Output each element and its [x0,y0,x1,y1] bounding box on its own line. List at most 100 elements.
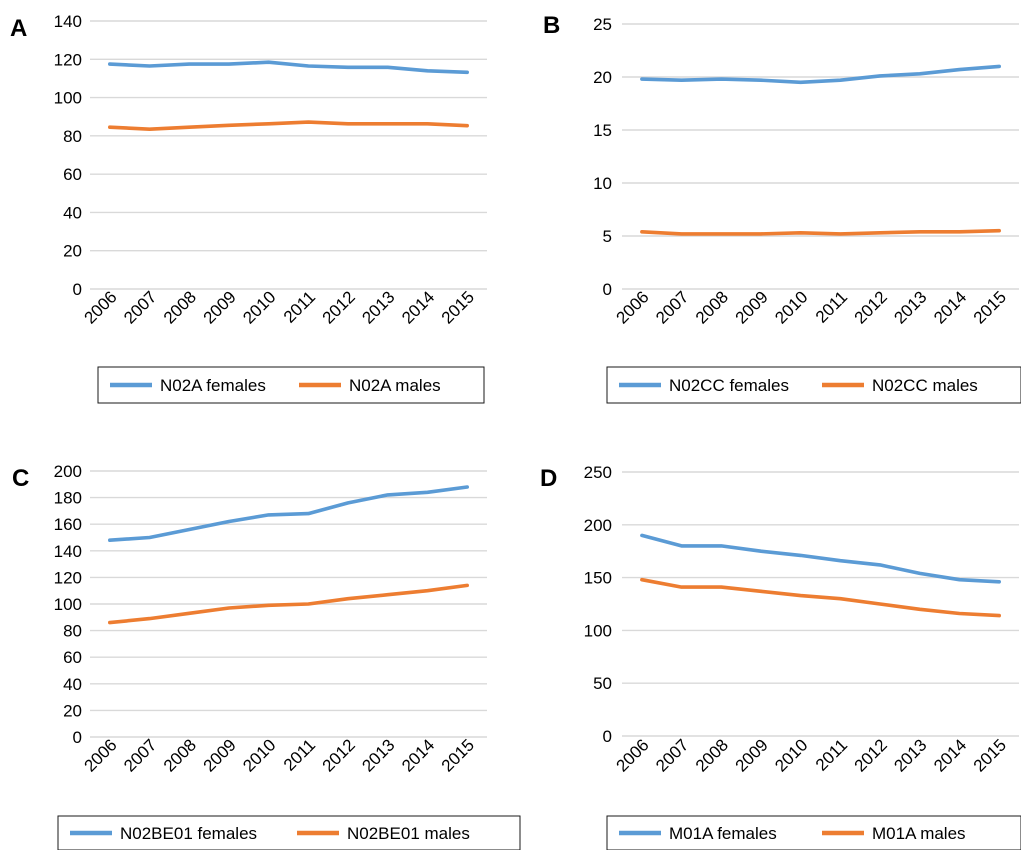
x-tick-label: 2015 [970,735,1010,775]
x-tick-label: 2006 [80,735,120,775]
y-tick-label: 180 [54,489,82,508]
y-tick-label: 80 [63,127,82,146]
legend: N02BE01 females N02BE01 males [57,815,521,850]
x-tick-label: 2009 [732,287,772,327]
y-tick-label: 40 [63,203,82,222]
legend: N02A females N02A males [97,366,485,404]
legend-label: M01A females [669,824,777,843]
y-tick-label: 15 [593,121,612,140]
legend-label: N02A males [349,376,441,395]
series-line-females [108,60,470,75]
x-tick-label: 2014 [930,287,970,327]
y-tick-label: 140 [54,542,82,561]
y-tick-label: 40 [63,675,82,694]
y-tick-label: 10 [593,174,612,193]
series-line-males [108,583,470,625]
legend-box [57,815,521,850]
y-tick-label: 160 [54,515,82,534]
x-tick-label: 2013 [358,735,398,775]
legend-box [97,366,485,404]
series-line-males [640,577,1002,618]
y-tick-label: 60 [63,165,82,184]
y-tick-label: 200 [584,516,612,535]
y-tick-label: 200 [54,462,82,481]
x-tick-label: 2012 [851,735,891,775]
x-tick-label: 2012 [319,287,359,327]
y-tick-label: 25 [593,15,612,34]
x-tick-label: 2013 [890,735,930,775]
legend-label: N02BE01 females [120,824,257,843]
y-tick-label: 100 [54,595,82,614]
legend: M01A females M01A males [606,815,1021,850]
x-tick-label: 2009 [200,287,240,327]
series-line-females [640,64,1002,85]
x-tick-label: 2012 [851,287,891,327]
legend-box [606,815,1021,850]
y-tick-label: 0 [603,727,612,746]
y-tick-label: 20 [593,68,612,87]
x-tick-label: 2011 [280,735,319,774]
y-tick-label: 150 [584,569,612,588]
x-tick-label: 2007 [120,735,160,775]
y-tick-label: 140 [54,12,82,31]
x-tick-label: 2013 [358,287,398,327]
y-tick-label: 120 [54,568,82,587]
x-tick-label: 2012 [319,735,359,775]
x-tick-label: 2010 [239,735,279,775]
x-tick-label: 2013 [890,287,930,327]
x-tick-label: 2006 [612,287,652,327]
series-line-males [640,228,1002,236]
legend-label: N02CC males [872,376,978,395]
x-tick-label: 2006 [612,735,652,775]
x-tick-label: 2014 [398,735,438,775]
y-tick-label: 60 [63,648,82,667]
x-tick-label: 2008 [160,287,200,327]
legend-label: M01A males [872,824,966,843]
panel-letter: C [12,465,29,492]
y-tick-label: 0 [73,280,82,299]
y-tick-label: 100 [584,621,612,640]
y-tick-label: 120 [54,50,82,69]
legend: N02CC females N02CC males [606,366,1021,404]
x-tick-label: 2010 [771,735,811,775]
x-tick-label: 2014 [930,735,970,775]
x-tick-label: 2011 [280,287,319,326]
panel-letter: A [10,15,27,42]
y-tick-label: 80 [63,622,82,641]
y-tick-label: 20 [63,701,82,720]
chart-panel-c: C 0 20 40 60 80 100 120 140 160 180 200 2006 2007 2008… [12,462,521,850]
y-tick-label: 50 [593,674,612,693]
x-tick-label: 2007 [652,735,692,775]
legend-label: N02BE01 males [347,824,470,843]
series-line-males [108,120,470,131]
x-tick-label: 2008 [692,735,732,775]
x-tick-label: 2015 [438,735,478,775]
y-tick-label: 0 [603,280,612,299]
y-tick-label: 250 [584,463,612,482]
panel-letter: D [540,465,557,492]
x-tick-label: 2011 [812,287,851,326]
x-tick-label: 2014 [398,287,438,327]
legend-label: N02A females [160,376,266,395]
x-tick-label: 2009 [732,735,772,775]
x-tick-label: 2007 [652,287,692,327]
x-tick-label: 2009 [200,735,240,775]
x-tick-label: 2006 [80,287,120,327]
x-tick-label: 2010 [771,287,811,327]
x-tick-label: 2008 [692,287,732,327]
x-tick-label: 2007 [120,287,160,327]
y-tick-label: 0 [73,728,82,747]
x-tick-label: 2015 [970,287,1010,327]
series-line-females [108,485,470,543]
x-tick-label: 2015 [438,287,478,327]
x-tick-label: 2011 [812,735,851,774]
chart-panel-d: D 0 50 100 150 200 250 2006 2007 2008 2009 2010 2011… [540,463,1021,850]
legend-label: N02CC females [669,376,789,395]
y-tick-label: 20 [63,242,82,261]
panel-letter: B [543,12,560,39]
legend-box [606,366,1021,404]
x-tick-label: 2010 [239,287,279,327]
